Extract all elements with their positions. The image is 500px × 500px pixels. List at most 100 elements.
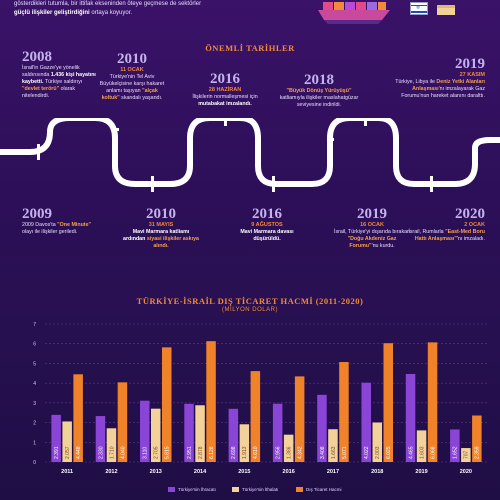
bar-exports	[405, 373, 416, 462]
timeline-marker	[151, 176, 154, 192]
bar-trade-volume	[117, 382, 128, 462]
intro-text: gösterdikleri tutumla, bir ittifak eksen…	[14, 0, 314, 18]
event-2018: 2018 "Büyük Dönüş Yürüyüşü" katliamıyla …	[279, 72, 359, 109]
bar-value-label: 4.448	[76, 446, 82, 459]
bar-value-label: 2.330	[98, 446, 104, 459]
bar-imports	[151, 408, 161, 462]
x-tick-label: 2019	[415, 469, 427, 475]
bar-exports	[51, 414, 61, 462]
bar-trade-volume	[427, 342, 438, 462]
bar-exports	[140, 400, 150, 462]
timeline-marker	[328, 138, 334, 141]
x-tick-label: 2014	[194, 469, 207, 475]
bar-value-label: 1.913	[242, 446, 248, 459]
legend-swatch	[296, 487, 303, 492]
bar-value-label: 1.603	[419, 446, 425, 459]
event-2016-jun: 2016 28 HAZİRAN İlişkilerin normalleşmes…	[192, 71, 258, 108]
legend-item-exports: Türkiye'nin İhracatı	[168, 487, 216, 492]
bar-value-label: 4.040	[120, 446, 126, 459]
event-2019-jan: 2019 16 OCAK İsrail, Türkiye'yi dışarıda…	[334, 206, 410, 250]
bar-value-label: 2.705	[154, 446, 160, 459]
event-2019-nov: 2019 27 KASIM Türkiye, Libya ile Deniz Y…	[395, 56, 485, 100]
bar-value-label: 1.652	[453, 446, 459, 459]
y-tick-label: 5	[33, 361, 36, 367]
bar-imports	[372, 422, 382, 462]
bar-imports	[283, 434, 294, 462]
y-tick-label: 3	[33, 401, 36, 407]
event-2010-jan: 2010 11 OCAK Türkiye'nin Tel Aviv Büyüke…	[99, 51, 165, 102]
bar-value-label: 2.057	[65, 446, 71, 459]
bar-value-label: 2.359	[475, 446, 481, 459]
bar-exports	[272, 403, 283, 462]
bar-value-label: 2.956	[275, 446, 281, 459]
event-2010-may: 2010 31 MAYIS Mavi Marmara katliamı ardı…	[123, 206, 199, 250]
intro-line-2: güçlü ilişkiler geliştirdiğini ortaya ko…	[14, 10, 133, 16]
y-tick-label: 0	[33, 460, 36, 466]
bar-imports	[461, 448, 471, 462]
x-tick-label: 2016	[283, 469, 295, 475]
legend-swatch	[168, 487, 175, 492]
bar-imports	[106, 428, 117, 462]
bar-trade-volume	[294, 376, 305, 462]
legend-item-trade-volume: Dış Ticaret Hacmi	[296, 487, 342, 492]
legend-swatch	[232, 487, 239, 492]
bar-imports	[239, 424, 250, 462]
bar-value-label: 4.465	[408, 446, 414, 459]
bar-value-label: 4.610	[253, 446, 259, 459]
timeline-marker	[37, 144, 40, 160]
y-tick-label: 2	[33, 421, 36, 427]
bar-value-label: 2.698	[231, 446, 237, 459]
bar-value-label: 4.342	[297, 446, 303, 459]
event-2008: 2008 İsrail'in Gazze'ye yönelik saldırıs…	[22, 49, 96, 100]
event-2016-aug: 2016 9 AĞUSTOS Mavi Marmara davası düşür…	[240, 206, 294, 243]
y-tick-label: 6	[33, 342, 36, 348]
bar-imports	[416, 430, 427, 462]
chart-title: TÜRKİYE-İSRAİL DIŞ TİCARET HACMİ (2011-2…	[136, 296, 364, 306]
timeline-marker	[113, 128, 119, 131]
y-tick-label: 1	[33, 440, 36, 446]
bar-trade-volume	[383, 343, 393, 462]
bar-trade-volume	[472, 415, 482, 462]
bar-exports	[317, 394, 327, 462]
bar-value-label: 1.710	[109, 446, 115, 459]
x-tick-label: 2018	[371, 469, 383, 475]
y-tick-label: 7	[33, 322, 36, 328]
bar-value-label: 707	[464, 450, 470, 459]
bar-value-label: 2.003	[375, 446, 381, 459]
bar-trade-volume	[339, 362, 349, 462]
container-box-icon	[437, 5, 455, 15]
bar-trade-volume	[73, 374, 83, 462]
bar-trade-volume	[250, 371, 261, 462]
x-tick-label: 2011	[61, 469, 73, 475]
bar-exports	[450, 429, 460, 462]
bar-value-label: 2.951	[187, 446, 193, 459]
bar-imports	[195, 405, 205, 462]
x-tick-label: 2017	[327, 469, 339, 475]
x-tick-label: 2012	[105, 469, 117, 475]
x-tick-label: 2015	[238, 469, 250, 475]
timeline-marker	[430, 176, 433, 192]
legend-item-imports: Türkiye'nin İthalatı	[232, 487, 278, 492]
bar-value-label: 2.878	[198, 446, 204, 459]
bar-value-label: 5.815	[165, 446, 171, 459]
bar-value-label: 6.128	[209, 446, 215, 459]
bar-value-label: 3.408	[320, 446, 326, 459]
bar-value-label: 5.071	[342, 446, 348, 459]
bar-value-label: 6.025	[386, 446, 392, 459]
event-2009: 2009 2009 Davos'ta "One Minute" olayı il…	[22, 206, 92, 236]
x-tick-label: 2013	[150, 469, 162, 475]
bar-imports	[328, 429, 338, 462]
israel-flag-icon: ✡	[410, 2, 428, 15]
bar-value-label: 1.663	[331, 446, 337, 459]
bar-value-label: 4.022	[364, 446, 370, 459]
bar-value-label: 2.391	[54, 446, 60, 459]
bar-trade-volume	[162, 347, 172, 462]
event-2020-jan: 2020 2 OCAK İsrail, Rumlarla "East-Med B…	[408, 206, 485, 243]
timeline-marker	[364, 118, 367, 126]
intro-line-1: gösterdikleri tutumla, bir ittifak eksen…	[14, 1, 202, 7]
timeline-marker	[224, 118, 227, 126]
timeline-wave	[0, 118, 500, 192]
y-tick-label: 4	[33, 381, 36, 387]
bar-exports	[228, 408, 239, 462]
